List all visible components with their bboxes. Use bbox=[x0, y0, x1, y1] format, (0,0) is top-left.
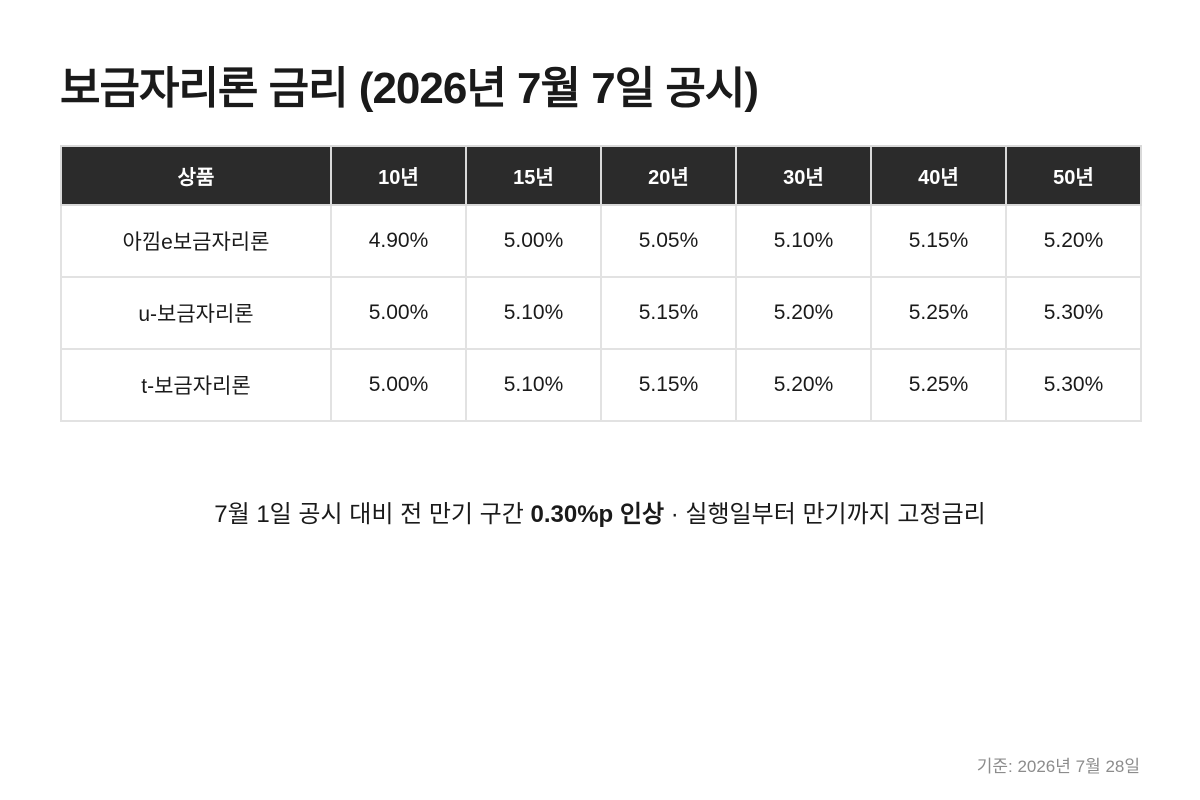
rate-change-note: 7월 1일 공시 대비 전 만기 구간 0.30%p 인상 · 실행일부터 만기… bbox=[0, 494, 1200, 529]
header-term-30y: 30년 bbox=[735, 145, 872, 206]
note-prefix: 7월 1일 공시 대비 전 만기 구간 bbox=[214, 501, 531, 528]
header-term-10y: 10년 bbox=[330, 145, 467, 206]
rate-table: 상품 10년 15년 20년 30년 40년 50년 아낌e보금자리론 4.90… bbox=[60, 145, 1142, 422]
note-suffix: · 실행일부터 만기까지 고정금리 bbox=[664, 501, 986, 528]
rate-cell: 4.90% bbox=[330, 204, 467, 278]
table-row: u-보금자리론 5.00% 5.10% 5.15% 5.20% 5.25% 5.… bbox=[60, 276, 1142, 350]
header-term-40y: 40년 bbox=[870, 145, 1007, 206]
table-row: 아낌e보금자리론 4.90% 5.00% 5.05% 5.10% 5.15% 5… bbox=[60, 204, 1142, 278]
rate-cell: 5.00% bbox=[465, 204, 602, 278]
rate-cell: 5.20% bbox=[735, 348, 872, 422]
header-term-20y: 20년 bbox=[600, 145, 737, 206]
rate-cell: 5.25% bbox=[870, 348, 1007, 422]
note-highlight: 0.30%p 인상 bbox=[530, 501, 665, 528]
rate-cell: 5.10% bbox=[465, 276, 602, 350]
basis-date: 기준: 2026년 7월 28일 bbox=[976, 757, 1140, 776]
table-row: t-보금자리론 5.00% 5.10% 5.15% 5.20% 5.25% 5.… bbox=[60, 348, 1142, 422]
rate-cell: 5.00% bbox=[330, 276, 467, 350]
rate-cell: 5.15% bbox=[870, 204, 1007, 278]
rate-cell: 5.30% bbox=[1005, 276, 1142, 350]
table-header-row: 상품 10년 15년 20년 30년 40년 50년 bbox=[60, 145, 1142, 206]
rate-cell: 5.00% bbox=[330, 348, 467, 422]
rate-cell: 5.10% bbox=[465, 348, 602, 422]
rate-cell: 5.15% bbox=[600, 348, 737, 422]
header-term-50y: 50년 bbox=[1005, 145, 1142, 206]
product-name: 아낌e보금자리론 bbox=[60, 204, 332, 278]
product-name: t-보금자리론 bbox=[60, 348, 332, 422]
page-title: 보금자리론 금리 (2026년 7월 7일 공시) bbox=[60, 64, 759, 113]
rate-cell: 5.05% bbox=[600, 204, 737, 278]
rate-cell: 5.20% bbox=[735, 276, 872, 350]
product-name: u-보금자리론 bbox=[60, 276, 332, 350]
rate-cell: 5.20% bbox=[1005, 204, 1142, 278]
header-term-15y: 15년 bbox=[465, 145, 602, 206]
rate-cell: 5.25% bbox=[870, 276, 1007, 350]
header-product: 상품 bbox=[60, 145, 332, 206]
rate-cell: 5.10% bbox=[735, 204, 872, 278]
rate-cell: 5.30% bbox=[1005, 348, 1142, 422]
rate-cell: 5.15% bbox=[600, 276, 737, 350]
